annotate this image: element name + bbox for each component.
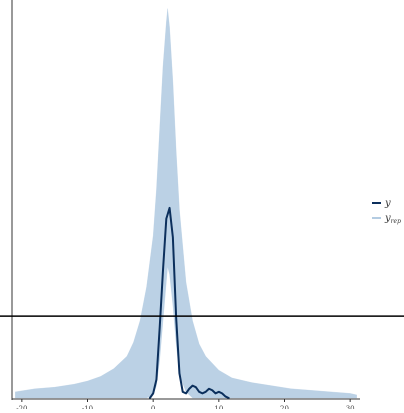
legend-label-yrep: yrep bbox=[384, 213, 401, 225]
yrep-band-layer bbox=[15, 8, 357, 399]
x-tick-label: -20 bbox=[16, 405, 27, 409]
x-tick-label: -10 bbox=[82, 405, 93, 409]
yrep-density-band bbox=[15, 8, 357, 399]
y-density-line bbox=[148, 206, 230, 399]
y-line-layer bbox=[148, 206, 230, 399]
x-ticks-layer: -20 -10 0 10 20 30 bbox=[16, 399, 355, 413]
x-tick-label: 0 bbox=[151, 405, 155, 409]
x-tick-label: 30 bbox=[346, 405, 355, 409]
legend: y yrep bbox=[372, 198, 401, 225]
x-tick-label: 10 bbox=[214, 405, 223, 409]
x-tick-label: 20 bbox=[280, 405, 289, 409]
legend-label-y: y bbox=[384, 198, 391, 209]
axes-layer bbox=[0, 0, 404, 400]
